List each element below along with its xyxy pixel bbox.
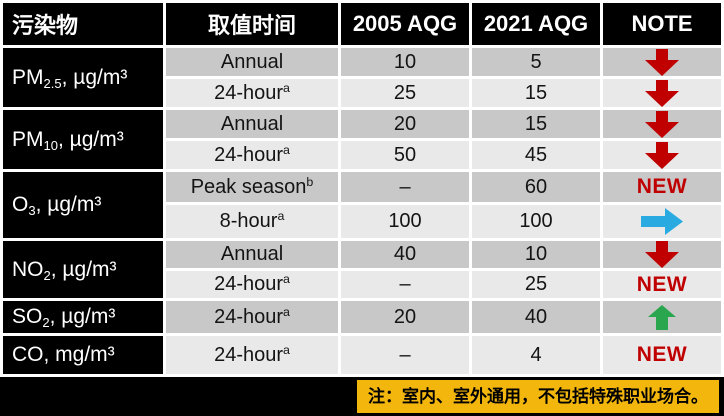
aqg2005-cell: 25 [341,79,469,107]
pollutant-cell-pm25: PM2.5, µg/m³ [3,48,163,107]
table-row: 24-houra – 25 NEW [3,271,721,298]
pollutant-cell-pm10: PM10, µg/m³ [3,110,163,169]
aqg2005-cell: – [341,172,469,202]
right-arrow-icon [641,208,683,235]
note-cell [603,241,721,268]
table-row: CO, mg/m³ 24-houra – 4 NEW [3,336,721,374]
aqg2021-cell: 5 [472,48,600,76]
time-cell: Peak seasonb [166,172,338,202]
table-row: NO2, µg/m³ Annual 40 10 [3,241,721,298]
note-cell: NEW [603,271,721,298]
footer-bar: 注：室内、室外通用，不包括特殊职业场合。 [0,377,724,416]
pollutant-cell-co: CO, mg/m³ [3,336,163,374]
header-note: NOTE [603,3,721,45]
down-arrow-icon [645,79,679,107]
aqg2005-cell: 40 [341,241,469,268]
note-cell [603,141,721,169]
time-cell: 24-houra [166,271,338,298]
new-badge: NEW [636,343,688,366]
aqg2021-cell: 25 [472,271,600,298]
aqg2005-cell: – [341,271,469,298]
header-pollutant: 污染物 [3,3,163,45]
time-cell: 24-houra [166,141,338,169]
aqg2005-cell: – [341,336,469,374]
pollutant-cell-no2: NO2, µg/m³ [3,241,163,298]
aqg2005-cell: 100 [341,205,469,238]
aqg2021-cell: 45 [472,141,600,169]
down-arrow-icon [645,141,679,169]
note-cell [603,205,721,238]
aqg2021-cell: 4 [472,336,600,374]
aqg2021-cell: 10 [472,241,600,268]
note-cell: NEW [603,336,721,374]
aqg-table-wrap: 污染物 取值时间 2005 AQG 2021 AQG NOTE PM2.5, µ… [0,0,724,377]
aqg2021-cell: 15 [472,79,600,107]
aqg-table: 污染物 取值时间 2005 AQG 2021 AQG NOTE PM2.5, µ… [3,3,721,374]
table-row: 24-houra 25 15 [3,79,721,107]
pollutant-cell-so2: SO2, µg/m³ [3,301,163,333]
note-cell [603,110,721,138]
note-cell [603,301,721,333]
table-row: PM10, µg/m³ Annual 20 15 [3,110,721,169]
time-cell: Annual [166,48,338,76]
aqg2005-cell: 10 [341,48,469,76]
aqg2021-cell: 15 [472,110,600,138]
header-2005-aqg: 2005 AQG [341,3,469,45]
aqg2005-cell: 50 [341,141,469,169]
table-row: PM2.5, µg/m³ Annual 10 5 [3,48,721,107]
header-row: 污染物 取值时间 2005 AQG 2021 AQG NOTE [3,3,721,45]
time-cell: 24-houra [166,79,338,107]
down-arrow-icon [645,48,679,76]
new-badge: NEW [636,175,688,198]
down-arrow-icon [645,241,679,268]
new-badge: NEW [636,272,688,296]
aqg2005-cell: 20 [341,110,469,138]
aqg2005-cell: 20 [341,301,469,333]
time-cell: Annual [166,110,338,138]
up-arrow-icon [648,304,676,330]
footnote: 注：室内、室外通用，不包括特殊职业场合。 [357,380,719,413]
aqg2021-cell: 40 [472,301,600,333]
time-cell: 24-houra [166,301,338,333]
time-cell: Annual [166,241,338,268]
table-row: O3, µg/m³ Peak seasonb – 60 NEW [3,172,721,238]
header-2021-aqg: 2021 AQG [472,3,600,45]
pollutant-cell-o3: O3, µg/m³ [3,172,163,238]
header-averaging-time: 取值时间 [166,3,338,45]
time-cell: 24-houra [166,336,338,374]
down-arrow-icon [645,110,679,138]
aqg2021-cell: 100 [472,205,600,238]
note-cell: NEW [603,172,721,202]
table-row: 24-houra 50 45 [3,141,721,169]
table-row: SO2, µg/m³ 24-houra 20 40 [3,301,721,333]
time-cell: 8-houra [166,205,338,238]
note-cell [603,79,721,107]
aqg2021-cell: 60 [472,172,600,202]
table-row: 8-houra 100 100 [3,205,721,238]
note-cell [603,48,721,76]
